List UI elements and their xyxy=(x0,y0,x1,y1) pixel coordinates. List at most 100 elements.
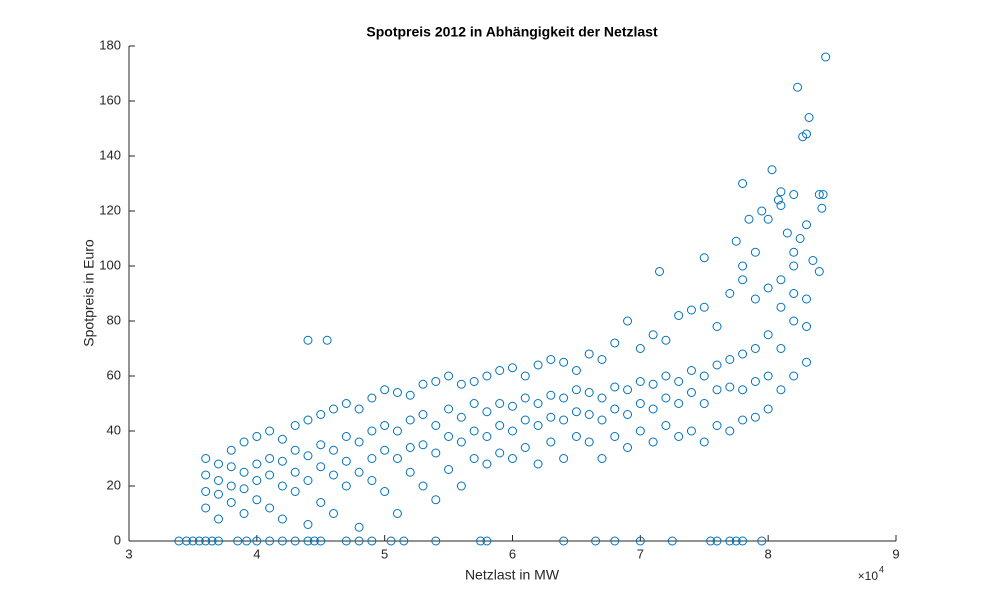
point xyxy=(367,454,377,463)
point xyxy=(571,366,581,375)
point xyxy=(817,203,827,213)
x-exponent-base: ×10 xyxy=(858,569,879,583)
point xyxy=(661,421,671,430)
point xyxy=(508,454,517,463)
point xyxy=(802,294,812,304)
point xyxy=(712,360,722,370)
point xyxy=(584,388,594,397)
point xyxy=(584,437,594,447)
point xyxy=(610,382,620,392)
point xyxy=(290,536,300,546)
x-tick-label: 3 xyxy=(125,546,132,561)
point xyxy=(405,390,415,400)
point xyxy=(444,371,454,381)
point xyxy=(303,476,313,485)
point xyxy=(226,498,236,507)
point xyxy=(469,399,479,408)
point xyxy=(750,247,760,257)
point xyxy=(303,415,313,425)
point xyxy=(667,536,677,546)
point xyxy=(674,432,684,441)
point xyxy=(776,302,786,312)
point xyxy=(699,399,709,408)
point xyxy=(380,445,390,455)
point xyxy=(290,445,300,455)
point xyxy=(354,536,364,546)
point xyxy=(213,489,223,499)
point xyxy=(201,503,211,513)
point xyxy=(482,371,492,381)
point xyxy=(469,377,479,386)
point xyxy=(431,421,441,430)
point xyxy=(277,456,287,466)
y-tick-label: 160 xyxy=(99,92,121,107)
point xyxy=(194,536,204,546)
point xyxy=(571,407,581,417)
point xyxy=(725,289,735,298)
point xyxy=(546,412,556,422)
point xyxy=(201,454,211,463)
point xyxy=(533,360,543,370)
point xyxy=(476,536,486,546)
point xyxy=(316,536,326,546)
point xyxy=(789,190,799,199)
point xyxy=(303,520,313,529)
point xyxy=(763,214,773,224)
point xyxy=(725,382,735,392)
point xyxy=(495,399,505,408)
point xyxy=(213,536,223,546)
y-tick-label: 180 xyxy=(99,37,121,52)
point xyxy=(623,410,633,419)
point xyxy=(546,437,556,447)
point xyxy=(635,399,645,408)
point xyxy=(635,377,645,386)
point xyxy=(431,448,441,458)
point xyxy=(252,476,262,485)
point xyxy=(648,404,658,414)
point xyxy=(242,536,252,546)
point xyxy=(405,415,415,425)
point xyxy=(213,514,223,524)
point xyxy=(482,459,492,469)
point xyxy=(798,132,808,142)
point xyxy=(731,536,741,546)
point xyxy=(277,536,287,546)
point xyxy=(699,253,709,263)
point xyxy=(265,426,275,436)
point xyxy=(686,426,696,436)
point xyxy=(508,426,517,436)
point xyxy=(482,432,492,441)
point xyxy=(795,234,805,243)
point xyxy=(623,385,633,395)
point xyxy=(763,371,773,381)
point xyxy=(456,379,466,389)
point xyxy=(444,465,454,474)
point xyxy=(699,371,709,381)
point xyxy=(354,467,364,477)
point xyxy=(559,415,569,425)
point xyxy=(316,462,326,472)
point xyxy=(444,404,454,414)
point xyxy=(610,404,620,414)
point xyxy=(399,536,409,546)
point xyxy=(559,454,569,463)
y-tick-label: 80 xyxy=(107,312,121,327)
point xyxy=(201,470,211,480)
point xyxy=(789,289,799,298)
point xyxy=(559,393,569,403)
point xyxy=(738,179,748,188)
point xyxy=(655,267,665,276)
point xyxy=(233,536,243,546)
point xyxy=(354,437,364,447)
x-tick-label: 9 xyxy=(892,546,899,561)
point xyxy=(277,434,287,444)
point xyxy=(750,412,760,422)
point xyxy=(804,113,814,122)
point xyxy=(341,456,351,466)
point xyxy=(431,536,441,546)
point xyxy=(814,190,824,199)
point xyxy=(303,451,313,461)
point xyxy=(789,261,799,271)
point xyxy=(597,454,607,463)
point xyxy=(635,536,645,546)
